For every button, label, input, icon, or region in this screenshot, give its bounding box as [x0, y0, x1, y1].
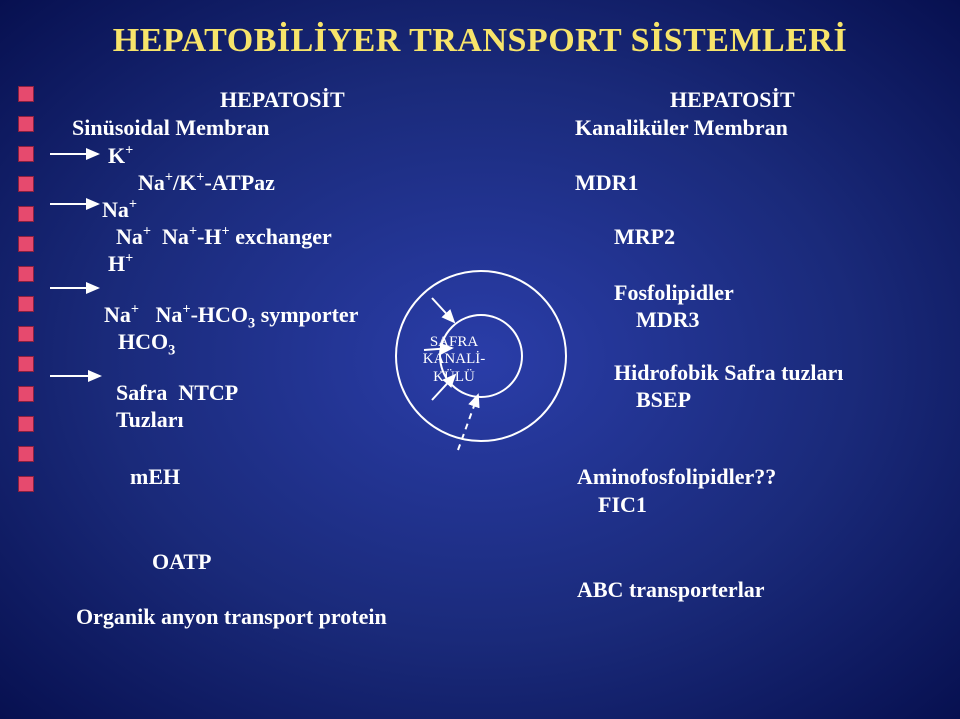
bullet-square [18, 266, 34, 282]
right-heading-2: Kanaliküler Membran [575, 113, 788, 143]
mdr3: MDR3 [636, 305, 700, 335]
na-plus: Na+ [102, 195, 137, 225]
mdr1: MDR1 [575, 168, 639, 198]
aminofosfolipidler: Aminofosfolipidler?? [577, 462, 776, 492]
canaliculus-label-3: KÜLÜ [433, 369, 475, 385]
fic1: FIC1 [598, 490, 647, 520]
bullet-square [18, 236, 34, 252]
canaliculus-label: SAFRA KANALİ- KÜLÜ [418, 334, 490, 386]
bullet-square [18, 86, 34, 102]
bullet-square [18, 386, 34, 402]
fosfolipidler: Fosfolipidler [614, 278, 734, 308]
oatp-desc: Organik anyon transport protein [76, 602, 387, 632]
canaliculus-label-1: SAFRA [430, 334, 478, 350]
na-h-exchanger: Na+ Na+-H+ exchanger [116, 222, 332, 252]
h-plus: H+ [108, 249, 133, 279]
na-k-atpase: Na+/K+-ATPaz [138, 168, 275, 198]
bullet-square [18, 296, 34, 312]
bullet-square [18, 116, 34, 132]
abc-transporters: ABC transporterlar [577, 575, 765, 605]
bullet-square [18, 446, 34, 462]
bullet-square [18, 476, 34, 492]
mrp2: MRP2 [614, 222, 675, 252]
hidrofobik: Hidrofobik Safra tuzları [614, 358, 843, 388]
slide-title: HEPATOBİLİYER TRANSPORT SİSTEMLERİ [0, 22, 960, 60]
tuzlari: Tuzları [116, 405, 184, 435]
bullet-column [18, 86, 34, 492]
k-plus: K+ [108, 141, 133, 171]
left-heading-2: Sinüsoidal Membran [72, 113, 269, 143]
bullet-square [18, 146, 34, 162]
left-heading-1: HEPATOSİT [220, 85, 345, 115]
oatp: OATP [152, 547, 211, 577]
hco3: HCO3 [118, 327, 175, 361]
bullet-square [18, 326, 34, 342]
safra-ntcp: Safra NTCP [116, 378, 238, 408]
meh: mEH [130, 462, 180, 492]
canaliculus-label-2: KANALİ- [423, 351, 485, 367]
bsep: BSEP [636, 385, 691, 415]
bullet-square [18, 206, 34, 222]
right-heading-1: HEPATOSİT [670, 85, 795, 115]
slide: HEPATOBİLİYER TRANSPORT SİSTEMLERİ HEPAT… [0, 0, 960, 719]
bullet-square [18, 416, 34, 432]
bullet-square [18, 356, 34, 372]
bullet-square [18, 176, 34, 192]
